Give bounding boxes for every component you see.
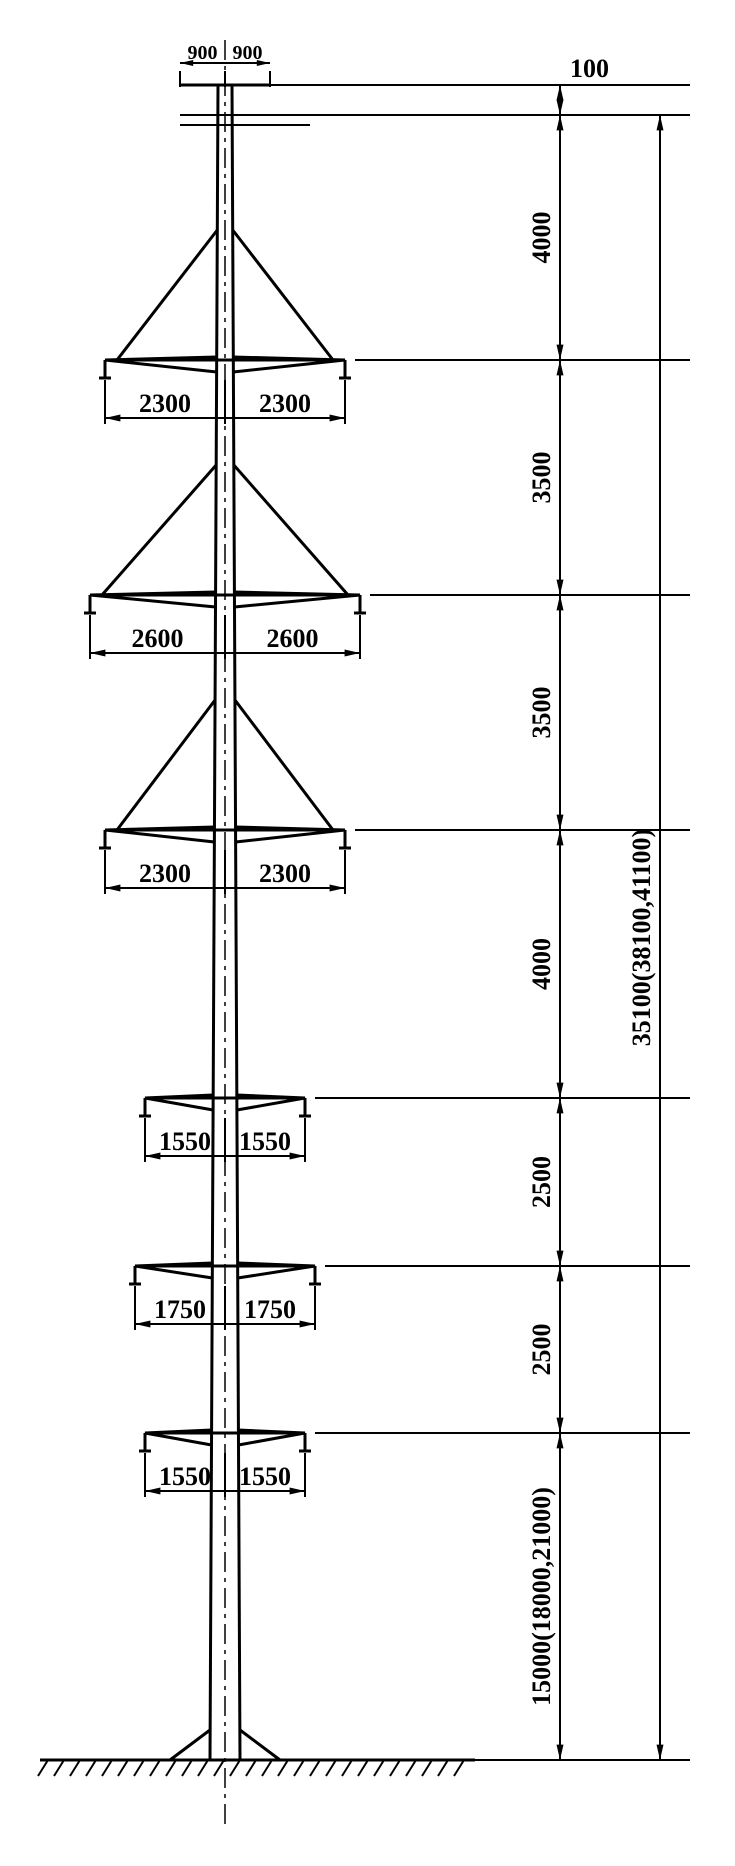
- svg-text:3500: 3500: [527, 687, 556, 739]
- svg-text:100: 100: [570, 54, 609, 83]
- svg-text:1550: 1550: [239, 1462, 291, 1491]
- svg-text:1550: 1550: [239, 1127, 291, 1156]
- svg-text:2500: 2500: [527, 1324, 556, 1376]
- svg-text:900: 900: [188, 42, 218, 64]
- svg-text:1750: 1750: [244, 1295, 296, 1324]
- svg-text:2300: 2300: [139, 859, 191, 888]
- svg-text:2500: 2500: [527, 1156, 556, 1208]
- svg-text:2300: 2300: [259, 389, 311, 418]
- svg-text:2300: 2300: [259, 859, 311, 888]
- svg-text:4000: 4000: [527, 938, 556, 990]
- svg-text:4000: 4000: [527, 212, 556, 264]
- svg-text:900: 900: [233, 42, 263, 64]
- svg-text:1550: 1550: [159, 1462, 211, 1491]
- svg-text:2600: 2600: [132, 624, 184, 653]
- svg-text:2300: 2300: [139, 389, 191, 418]
- svg-text:35100(38100,41100): 35100(38100,41100): [627, 829, 656, 1046]
- tower-drawing: 900 900 2300 2300 2600 2600 2300 2300 1550 1550 17…: [0, 0, 735, 1866]
- svg-text:1550: 1550: [159, 1127, 211, 1156]
- svg-text:3500: 3500: [527, 452, 556, 504]
- svg-text:15000(18000,21000): 15000(18000,21000): [527, 1487, 556, 1706]
- svg-text:2600: 2600: [267, 624, 319, 653]
- svg-text:1750: 1750: [154, 1295, 206, 1324]
